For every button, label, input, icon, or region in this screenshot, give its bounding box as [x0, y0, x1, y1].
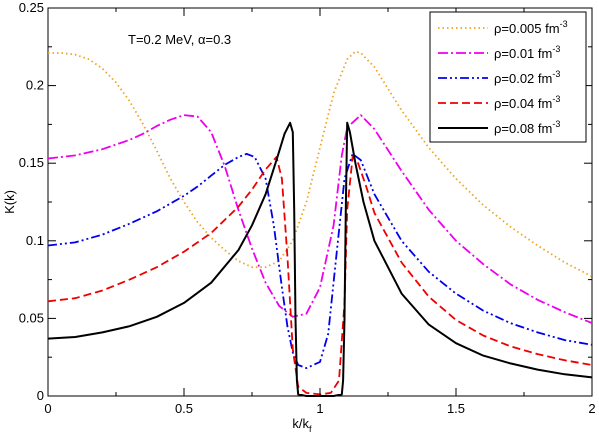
- x-tick-label: 1.5: [447, 401, 465, 416]
- y-tick-label: 0: [37, 388, 44, 403]
- legend-box: [429, 11, 587, 143]
- x-tick-label: 0.5: [175, 401, 193, 416]
- y-tick-label: 0.1: [26, 233, 44, 248]
- x-tick-label: 1: [316, 401, 323, 416]
- legend-label-5: ρ=0.08 fm-3: [494, 119, 560, 136]
- y-tick-label: 0.15: [19, 155, 44, 170]
- y-tick-label: 0.25: [19, 0, 44, 15]
- legend-label-4: ρ=0.04 fm-3: [494, 94, 560, 111]
- legend-label-2: ρ=0.01 fm-3: [494, 44, 560, 61]
- chart-annotation: T=0.2 MeV, α=0.3: [128, 32, 231, 47]
- series-line-5: [47, 121, 593, 397]
- y-tick-label: 0.05: [19, 310, 44, 325]
- x-tick-label: 0: [44, 401, 51, 416]
- x-axis-label: k/kf: [292, 416, 312, 434]
- legend: ρ=0.005 fm-3 ρ=0.01 fm-3 ρ=0.02 fm-3 ρ=0.04…: [429, 11, 587, 143]
- legend-label-3: ρ=0.02 fm-3: [494, 69, 560, 86]
- x-tick-label: 2: [588, 401, 595, 416]
- y-axis-label: K(k): [2, 190, 17, 214]
- legend-label-1: ρ=0.005 fm-3: [494, 19, 568, 36]
- y-tick-label: 0.2: [26, 78, 44, 93]
- series-line-3: [47, 152, 593, 370]
- series-line-4: [47, 156, 593, 396]
- axis-ticks: 0 0.5 1 1.5 2 0 0.05 0.1 0.15 0.2 0.25: [19, 0, 596, 416]
- series-line-2: [47, 114, 593, 324]
